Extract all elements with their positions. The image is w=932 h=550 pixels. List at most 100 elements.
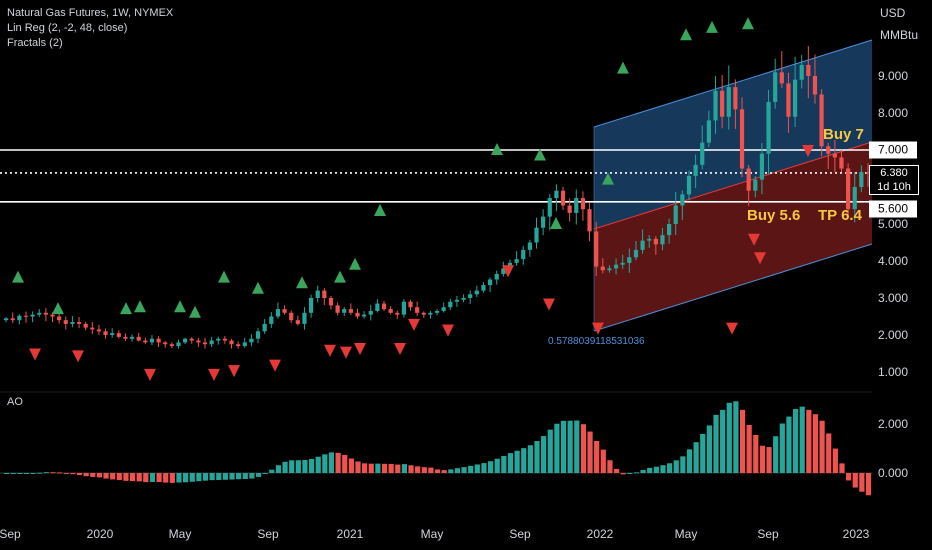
- candle-body: [30, 314, 35, 317]
- ao-bar: [308, 459, 315, 473]
- candle-body: [103, 331, 108, 335]
- candle-body: [408, 301, 413, 308]
- candle-body: [819, 94, 824, 147]
- candle: [83, 321, 88, 331]
- ao-bar: [328, 452, 335, 473]
- candle-body: [667, 224, 672, 236]
- fractal-down-marker: [502, 265, 514, 278]
- candle-body: [315, 290, 320, 298]
- candle-body: [726, 87, 731, 117]
- symbol-title[interactable]: Natural Gas Futures, 1W, NYMEX: [7, 7, 174, 19]
- ao-bar: [527, 445, 533, 473]
- ao-bar: [90, 473, 96, 477]
- time-tick-label: May: [674, 527, 698, 541]
- candle-body: [362, 314, 367, 317]
- candle: [242, 337, 247, 348]
- fractal-down-marker: [394, 342, 406, 355]
- candle: [607, 265, 612, 273]
- ao-bar: [421, 467, 427, 473]
- candle: [792, 56, 798, 127]
- ao-bar: [50, 472, 56, 474]
- candle-body: [613, 264, 619, 269]
- ao-bar: [209, 473, 215, 481]
- candle-body: [43, 312, 48, 315]
- ao-legend[interactable]: AO: [7, 396, 23, 408]
- candle-body: [70, 322, 75, 324]
- ao-bar: [149, 473, 156, 482]
- candle-body: [57, 316, 62, 321]
- candle-body: [434, 310, 440, 313]
- candle-body: [421, 312, 426, 315]
- candle: [832, 139, 837, 172]
- candlestick-series: [4, 46, 871, 349]
- candle: [468, 290, 473, 305]
- price-tick-label: 5.000: [878, 217, 909, 231]
- candle: [103, 328, 108, 339]
- candle: [574, 189, 579, 225]
- candle-body: [454, 299, 460, 302]
- ao-bar: [76, 473, 83, 476]
- candle-body: [753, 179, 758, 191]
- candle: [680, 190, 685, 220]
- ao-bar: [541, 436, 547, 473]
- ao-bar: [269, 469, 275, 473]
- candle-body: [381, 303, 387, 310]
- candle: [448, 298, 453, 310]
- candle-body: [560, 190, 566, 206]
- candle: [481, 282, 486, 293]
- candle: [375, 299, 380, 313]
- candle: [216, 336, 221, 345]
- candle: [846, 163, 851, 219]
- ao-bar: [30, 473, 36, 474]
- ao-bar: [806, 409, 812, 473]
- candle: [342, 307, 347, 316]
- take-profit-annotation: TP 6.4: [818, 207, 862, 224]
- current-price-value: 6.380: [880, 167, 908, 179]
- candle-body: [673, 205, 678, 224]
- ao-bar: [448, 469, 454, 473]
- linreg-upper-band: [594, 40, 872, 229]
- candle: [567, 198, 572, 222]
- candle-body: [176, 342, 181, 347]
- candle: [236, 341, 241, 349]
- ao-bar: [686, 449, 693, 473]
- price-tick-label: 9.000: [878, 69, 909, 83]
- candle-body: [262, 323, 267, 332]
- fractal-down-marker: [726, 322, 738, 335]
- candle: [620, 254, 625, 269]
- ao-bar: [846, 473, 852, 481]
- candle: [633, 240, 639, 261]
- ao-bar: [633, 472, 640, 474]
- candle: [388, 306, 393, 315]
- candle: [806, 46, 811, 99]
- ao-bar: [753, 434, 759, 473]
- candle: [594, 222, 599, 276]
- ao-bar: [487, 461, 494, 473]
- ao-histogram: [0, 401, 872, 496]
- ao-bar: [401, 464, 407, 473]
- candle-body: [448, 301, 453, 308]
- fractal-up-marker: [706, 20, 718, 33]
- ao-bar: [720, 409, 726, 473]
- ao-bar: [660, 465, 666, 473]
- candle: [487, 277, 493, 293]
- ao-bar: [169, 473, 175, 483]
- time-tick-label: Sep: [509, 527, 531, 541]
- candle: [4, 317, 9, 323]
- linreg-legend[interactable]: Lin Reg (2, -2, 48, close): [7, 22, 128, 34]
- fractal-down-marker: [543, 298, 555, 311]
- fractal-down-marker: [144, 368, 156, 381]
- quantity-unit: MMBtu: [880, 28, 919, 42]
- candle-body: [136, 336, 141, 341]
- candle: [434, 309, 440, 316]
- candle-body: [275, 309, 281, 317]
- candle: [826, 142, 831, 169]
- candle: [70, 316, 75, 328]
- candle: [222, 336, 227, 344]
- candle: [136, 332, 141, 342]
- candle: [660, 227, 665, 251]
- candle: [57, 313, 62, 324]
- fractals-legend[interactable]: Fractals (2): [7, 37, 63, 49]
- candle: [249, 334, 254, 347]
- candle-body: [859, 172, 864, 187]
